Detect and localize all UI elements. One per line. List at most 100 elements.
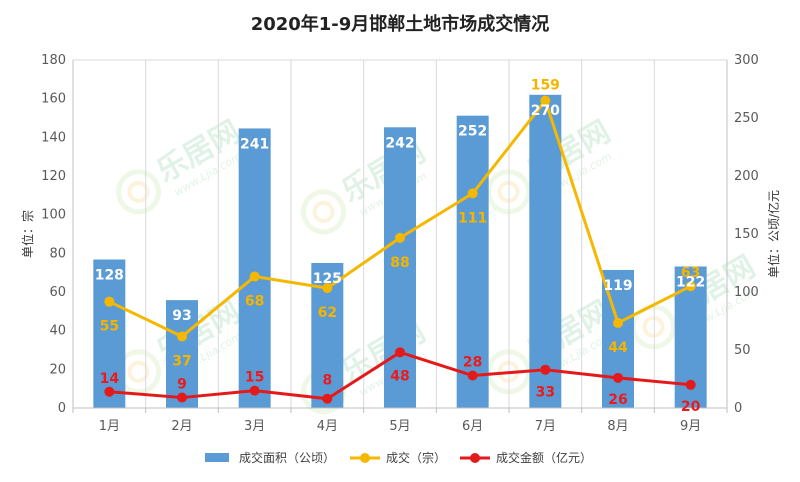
y-right-tick-label: 100 [734,285,759,300]
legend-label: 成交（宗） [386,450,446,465]
legend-label: 成交面积（公顷） [239,450,335,465]
bar-value-label: 119 [603,278,632,294]
data-labels: 128 93 241 125 242 252 270 119 122 55 37 68 62 88 111 1… [95,78,706,415]
y-right-tick-label: 50 [734,343,751,358]
y-left-axis-title: 单位：宗 [20,210,35,258]
x-tick-label: 3月 [244,419,265,434]
watermark-logo-icon [127,180,150,203]
y-right-tick-label: 200 [734,169,759,184]
line-value-label: 44 [608,340,628,356]
y-left-tick-label: 80 [49,246,66,261]
x-tick-label: 6月 [462,419,483,434]
gridlines [145,60,655,408]
y-right-tick-label: 0 [734,401,742,416]
watermark-logo-icon [497,360,520,383]
y-left-tick-label: 180 [41,53,66,68]
watermark-logo-icon [642,315,665,338]
watermark-logo-icon [312,200,335,223]
line-point [249,271,260,282]
line-point [540,364,551,375]
line-point [467,188,478,199]
line-value-label: 9 [177,377,187,393]
x-tick-label: 2月 [171,419,192,434]
legend: 成交面积（公顷） 成交（宗） 成交金额（亿元） [205,450,592,465]
line-value-label: 63 [681,265,700,281]
line-value-label: 14 [100,371,120,387]
y-left-tick-label: 20 [49,362,66,377]
y-left-tick-label: 60 [49,285,66,300]
line-point [467,370,478,381]
bar-value-label: 128 [95,268,124,284]
bar [93,259,126,408]
line-value-label: 15 [245,370,264,386]
line-value-label: 26 [608,392,627,408]
bar-value-label: 270 [531,103,560,119]
legend-item: 成交金额（亿元） [460,450,592,465]
line-point [104,386,115,397]
bar [456,115,489,409]
bar-value-label: 242 [385,135,414,151]
line-point [322,283,333,294]
y-right-axis-title: 单位：公顷/亿元 [766,190,781,278]
line-point [613,372,623,383]
legend-swatch [205,453,229,462]
line-point [104,296,115,307]
watermark-layer: 乐居网www.Ljia.com乐居网www.Ljia.com乐居网www.Lji… [116,114,761,415]
watermark-logo-icon [486,169,532,215]
line-point [395,347,405,358]
lines [104,95,696,404]
y-left-tick-label: 0 [58,401,66,416]
chart-title: 2020年1-9月邯郸土地市场成交情况 [251,13,550,35]
line-value-label: 111 [458,210,487,226]
legend-item: 成交面积（公顷） [205,450,335,465]
watermark-logo-icon [301,189,347,235]
line-point [177,392,187,403]
bar-value-label: 252 [458,124,487,140]
bar [529,94,562,409]
line-value-label: 48 [390,368,409,384]
line-value-label: 33 [536,385,555,401]
watermark-logo-icon [497,180,520,203]
y-left-tick-label: 140 [41,130,66,145]
line-value-label: 88 [390,255,409,271]
y-left-tick-label: 100 [41,208,66,223]
legend-marker [470,453,480,463]
line-value-label: 68 [245,294,264,310]
y-right-tick-label: 300 [734,53,759,68]
y-right-tick-label: 150 [734,227,759,242]
bar-value-label: 125 [313,271,342,287]
bar [238,128,271,408]
y-right-tick-label: 250 [734,111,759,126]
x-tick-label: 8月 [607,419,628,434]
line-value-label: 37 [172,353,191,369]
line-value-label: 28 [463,355,482,371]
line-point [613,317,623,328]
legend-label: 成交金额（亿元） [496,450,592,465]
line-value-label: 159 [531,78,560,94]
watermark-logo-icon [116,169,162,215]
x-tick-label: 5月 [389,419,410,434]
axes: 0 20 40 60 80 100 120 140 160 180 0 50 100 150 200 250 3… [20,53,781,434]
line-point [249,385,260,396]
line-point [540,95,551,106]
x-tick-label: 4月 [317,419,338,434]
line-point [395,232,405,243]
y-left-tick-label: 40 [49,324,66,339]
bar [384,127,416,408]
line-value-label: 55 [100,319,119,335]
watermark-logo-icon [486,349,532,395]
line-value-label: 62 [318,305,337,321]
x-tick-label: 9月 [680,419,701,434]
bar [166,300,198,408]
x-tick-label: 1月 [99,419,120,434]
bar-value-label: 122 [676,274,705,290]
bars [93,94,707,409]
line-value-label: 20 [681,399,701,415]
y-left-tick-label: 120 [41,169,66,184]
line-value-label: 8 [322,373,332,389]
line-point [685,281,696,292]
legend-marker [360,453,370,463]
